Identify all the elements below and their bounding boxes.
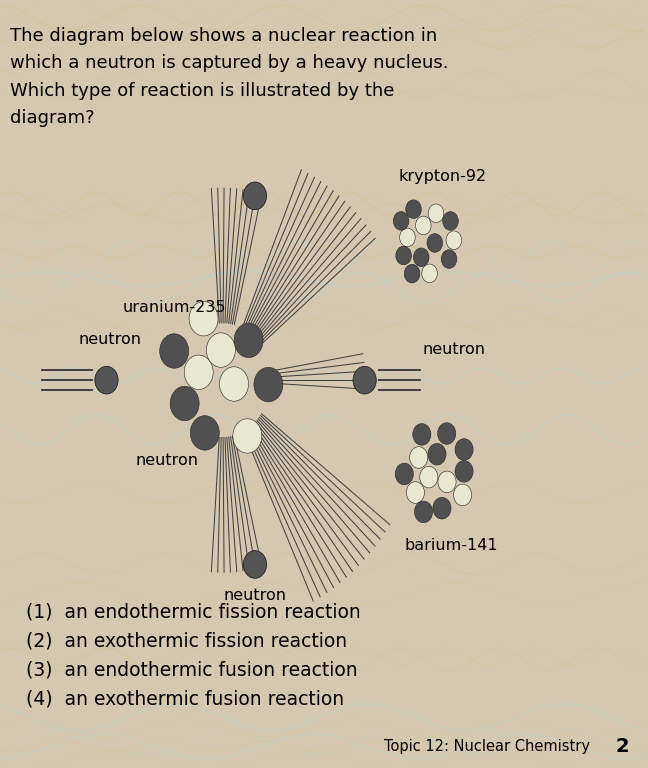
Circle shape [422, 264, 437, 283]
Circle shape [415, 216, 431, 235]
Circle shape [443, 212, 458, 230]
Circle shape [396, 247, 411, 265]
Circle shape [395, 463, 413, 485]
Circle shape [95, 366, 118, 394]
Circle shape [454, 484, 472, 505]
Circle shape [446, 231, 461, 250]
Text: (2)  an exothermic fission reaction: (2) an exothermic fission reaction [26, 631, 347, 650]
Text: The diagram below shows a nuclear reaction in: The diagram below shows a nuclear reacti… [10, 27, 437, 45]
Text: diagram?: diagram? [10, 109, 95, 127]
Text: neutron: neutron [224, 588, 286, 603]
Circle shape [406, 482, 424, 503]
Circle shape [437, 422, 456, 445]
Text: 2: 2 [616, 737, 629, 756]
Circle shape [159, 334, 189, 368]
Text: Topic 12: Nuclear Chemistry: Topic 12: Nuclear Chemistry [384, 739, 590, 754]
Circle shape [420, 466, 438, 488]
Text: (4)  an exothermic fusion reaction: (4) an exothermic fusion reaction [26, 690, 344, 709]
Circle shape [455, 439, 473, 460]
Circle shape [428, 443, 446, 465]
Text: barium-141: barium-141 [405, 538, 498, 553]
Text: uranium-235: uranium-235 [122, 300, 226, 315]
Circle shape [441, 250, 457, 268]
Circle shape [433, 498, 451, 519]
Circle shape [438, 471, 456, 492]
Circle shape [427, 233, 443, 252]
Text: neutron: neutron [422, 342, 486, 357]
Text: krypton-92: krypton-92 [398, 169, 486, 184]
Text: neutron: neutron [135, 453, 198, 468]
Text: Which type of reaction is illustrated by the: Which type of reaction is illustrated by… [10, 82, 394, 100]
Circle shape [234, 323, 263, 358]
Circle shape [413, 248, 429, 266]
Text: which a neutron is captured by a heavy nucleus.: which a neutron is captured by a heavy n… [10, 54, 448, 71]
Text: neutron: neutron [78, 332, 141, 347]
Text: (1)  an endothermic fission reaction: (1) an endothermic fission reaction [26, 603, 360, 622]
Circle shape [184, 355, 213, 389]
Circle shape [170, 386, 199, 421]
Circle shape [243, 551, 266, 578]
Circle shape [393, 212, 409, 230]
Circle shape [415, 501, 433, 523]
Circle shape [406, 200, 421, 218]
Circle shape [191, 415, 219, 450]
Circle shape [455, 461, 473, 482]
Circle shape [400, 228, 415, 247]
Circle shape [233, 419, 262, 453]
Circle shape [353, 366, 376, 394]
Circle shape [189, 302, 218, 336]
Circle shape [428, 204, 444, 223]
Circle shape [254, 367, 283, 402]
Circle shape [207, 333, 235, 367]
Circle shape [243, 182, 266, 210]
Circle shape [220, 367, 248, 401]
Circle shape [410, 447, 428, 468]
Text: (3)  an endothermic fusion reaction: (3) an endothermic fusion reaction [26, 660, 358, 680]
Circle shape [404, 264, 420, 283]
Circle shape [413, 424, 431, 445]
